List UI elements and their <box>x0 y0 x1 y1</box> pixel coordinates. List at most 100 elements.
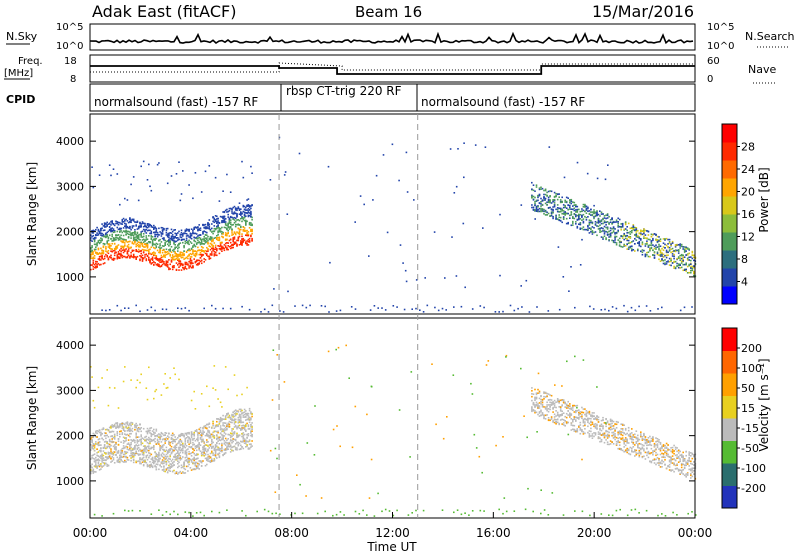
power-cell <box>174 258 176 261</box>
power-cell <box>555 214 557 217</box>
power-cell <box>132 236 135 238</box>
power-cell <box>227 222 229 225</box>
velocity-cell <box>245 410 247 412</box>
power-cell <box>611 221 614 224</box>
velocity-cell <box>193 462 195 465</box>
power-cell <box>139 246 141 248</box>
power-cell <box>661 252 663 254</box>
power-cell <box>160 241 163 243</box>
power-cell <box>575 221 577 223</box>
power-cell <box>206 226 208 228</box>
velocity-cell <box>111 441 113 443</box>
power-cell <box>92 265 95 268</box>
velocity-cell <box>227 416 229 418</box>
power-cell <box>676 257 678 260</box>
power-cell <box>182 235 184 237</box>
power-cell <box>102 225 105 227</box>
power-cell <box>198 224 200 226</box>
power-cell <box>169 240 171 243</box>
power-cell <box>168 239 170 242</box>
power-cell <box>101 239 103 242</box>
velocity-cell <box>108 443 111 446</box>
velocity-cell <box>204 434 207 437</box>
velocity-cell <box>231 442 233 444</box>
power-cell <box>593 209 595 211</box>
power-cell <box>188 184 190 186</box>
power-cell <box>564 201 566 203</box>
power-cell <box>693 266 695 269</box>
power-cell <box>180 238 183 241</box>
power-cell <box>164 254 166 257</box>
power-colorbar-tick-label: 4 <box>741 276 748 289</box>
power-cell <box>618 237 621 240</box>
power-cell <box>562 218 565 220</box>
velocity-cell <box>183 446 185 448</box>
power-cell <box>594 221 597 223</box>
power-cell <box>173 265 175 267</box>
velocity-cell <box>183 435 185 438</box>
power-cell <box>207 248 209 251</box>
power-cell <box>251 216 253 219</box>
velocity-cell <box>195 446 198 449</box>
velocity-cell <box>184 446 187 449</box>
power-colorbar-tick-label: 24 <box>741 163 755 176</box>
power-cell <box>555 192 557 195</box>
velocity-cell <box>233 418 236 420</box>
power-cell <box>231 228 233 230</box>
power-cell <box>111 221 113 223</box>
power-cell <box>686 265 689 268</box>
power-cell <box>236 223 238 226</box>
power-cell <box>233 222 236 224</box>
velocity-cell <box>184 439 187 441</box>
power-cell <box>204 240 207 242</box>
velocity-cell <box>194 445 197 447</box>
power-cell <box>92 186 95 189</box>
power-cell <box>553 199 556 202</box>
power-cell <box>543 208 545 211</box>
power-cell <box>154 233 156 236</box>
power-cell <box>607 164 609 166</box>
velocity-cell <box>538 402 541 404</box>
velocity-cell <box>127 429 130 432</box>
velocity-cell <box>243 425 246 427</box>
power-cell <box>156 235 159 238</box>
power-cell <box>540 188 542 190</box>
power-cell <box>243 214 246 216</box>
power-cell <box>644 243 647 245</box>
power-cell <box>579 213 582 216</box>
power-cell <box>224 232 227 234</box>
power-cell <box>100 259 102 261</box>
power-cell <box>247 214 250 217</box>
power-cell <box>404 269 407 272</box>
power-cell <box>573 204 576 206</box>
power-cell <box>208 223 211 226</box>
velocity-cell <box>185 437 188 439</box>
power-cell <box>170 228 173 231</box>
power-cell <box>213 254 216 256</box>
power-cell <box>130 221 132 224</box>
velocity-cell <box>222 454 224 456</box>
power-cell <box>146 238 149 241</box>
power-cell <box>148 225 150 227</box>
power-cell <box>141 254 144 257</box>
power-cell <box>565 207 568 209</box>
power-cell <box>141 242 144 245</box>
velocity-cell <box>209 435 212 438</box>
velocity-cell <box>117 452 120 454</box>
velocity-cell <box>184 432 187 435</box>
velocity-cell <box>93 458 96 460</box>
power-cell <box>656 239 659 241</box>
power-cell <box>653 233 656 235</box>
velocity-cell <box>227 448 229 450</box>
power-cell <box>127 227 130 229</box>
power-cell <box>171 254 174 257</box>
power-cell <box>624 223 627 226</box>
velocity-cell <box>92 432 95 435</box>
velocity-cell <box>207 431 209 433</box>
power-cell <box>228 228 231 230</box>
power-cell <box>572 208 574 211</box>
power-cell <box>241 233 243 235</box>
power-cell <box>145 232 148 234</box>
power-cell <box>180 193 183 195</box>
power-cell <box>683 269 686 271</box>
